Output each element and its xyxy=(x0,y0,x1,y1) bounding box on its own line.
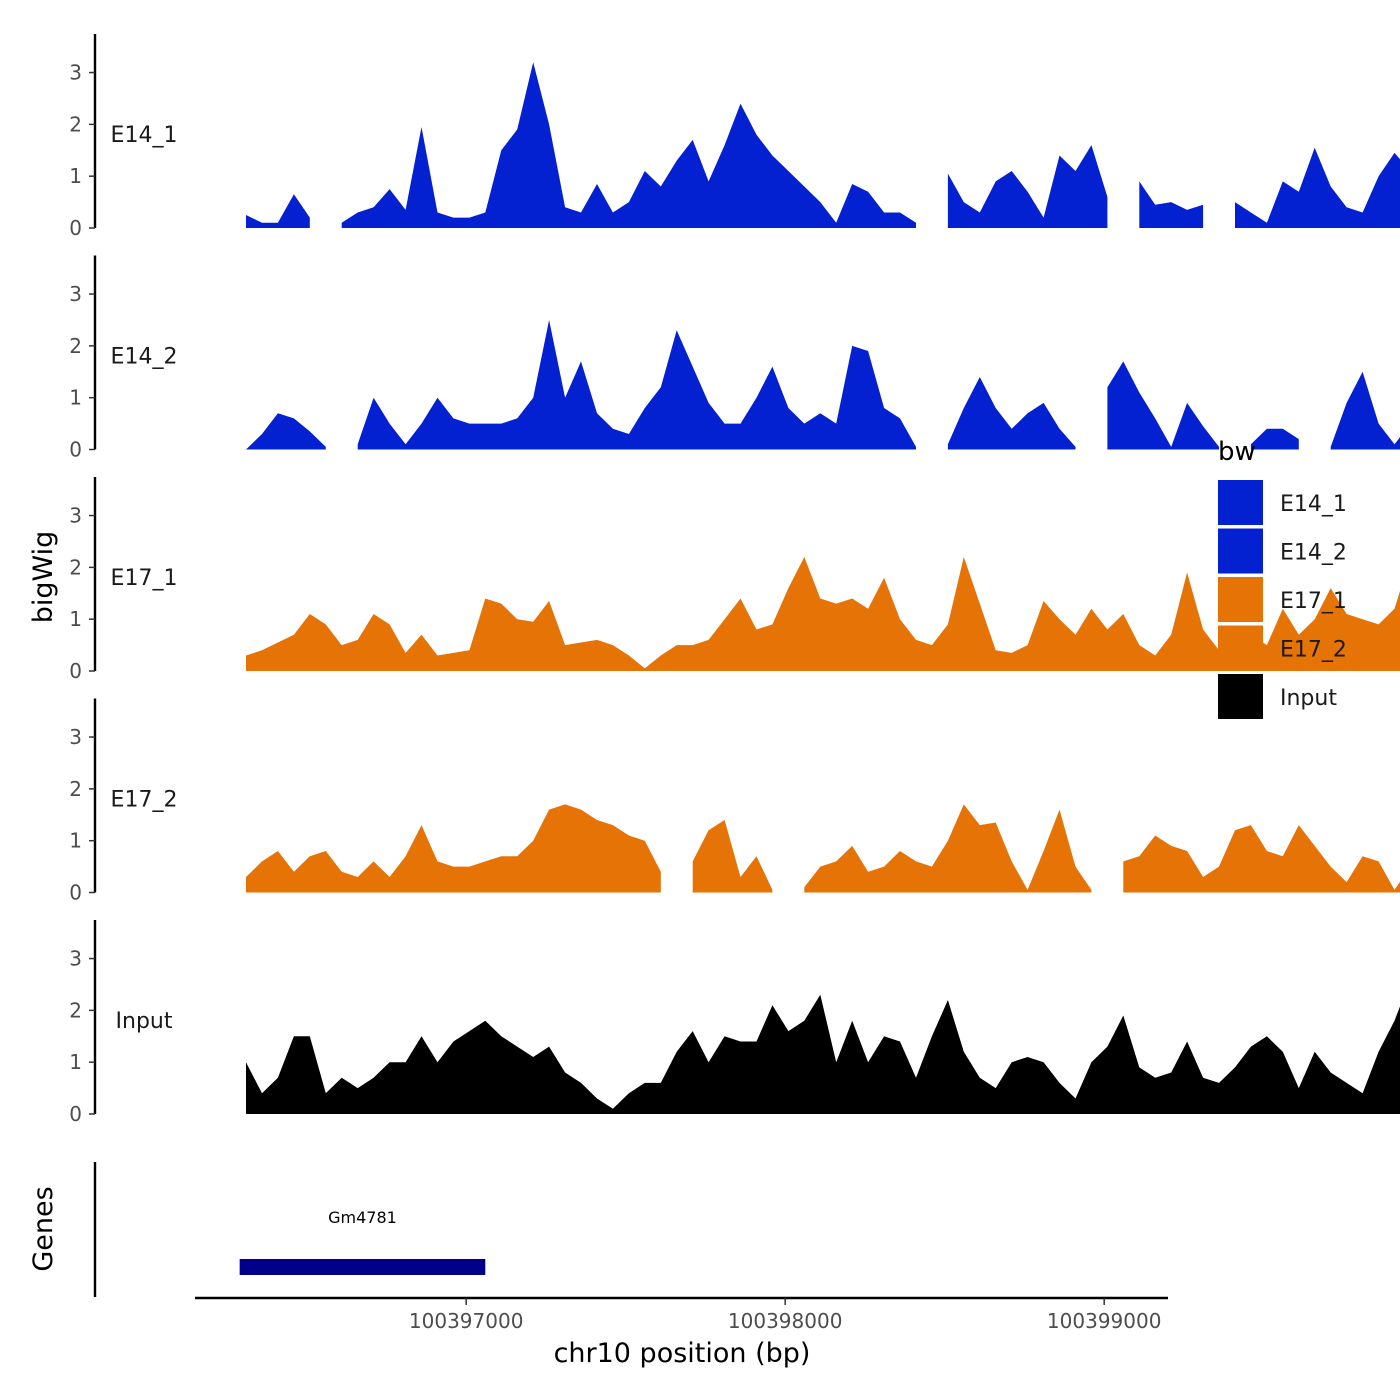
track-label: E14_2 xyxy=(111,345,178,370)
legend-label: E14_1 xyxy=(1280,492,1347,517)
area-E14_2 xyxy=(1330,371,1400,450)
legend-item: E17_2 xyxy=(1218,625,1347,671)
y-tick-label: 0 xyxy=(69,881,82,905)
x-tick-label: 100397000 xyxy=(409,1309,524,1333)
area-E14_2 xyxy=(357,320,916,450)
x-axis-title: chr10 position (bp) xyxy=(554,1338,811,1369)
track-label: E17_2 xyxy=(111,788,178,813)
area-E17_2 xyxy=(804,804,1092,893)
legend-title: bw xyxy=(1218,437,1256,467)
area-E14_2 xyxy=(1250,428,1299,450)
legend-swatch xyxy=(1218,625,1263,671)
y-axis-title: bigWig xyxy=(28,531,59,624)
area-E14_2 xyxy=(947,377,1076,450)
area-E14_2 xyxy=(246,413,326,450)
y-tick-label: 1 xyxy=(69,1050,82,1074)
area-E14_1 xyxy=(246,194,310,228)
track-E14_1: 0 1 2 3 E14_1 xyxy=(69,34,1400,240)
y-tick-label: 0 xyxy=(69,1102,82,1126)
y-tick-label: 2 xyxy=(69,112,82,136)
y-tick-label: 3 xyxy=(69,725,82,749)
legend-item: Input xyxy=(1218,674,1337,719)
area-Input xyxy=(246,994,1400,1114)
legend-label: E17_2 xyxy=(1280,638,1347,663)
track-label: E17_1 xyxy=(111,566,178,591)
area-E17_1 xyxy=(246,557,1400,671)
y-tick-label: 2 xyxy=(69,998,82,1022)
y-tick-label: 0 xyxy=(69,216,82,240)
y-tick-label: 2 xyxy=(69,777,82,801)
gene-label: Gm4781 xyxy=(328,1208,397,1227)
legend: bw E14_1 E14_2 E17_1 E17_2 Input xyxy=(1218,437,1347,719)
y-tick-label: 1 xyxy=(69,607,82,631)
y-tick-label: 1 xyxy=(69,386,82,410)
track-label: Input xyxy=(116,1009,173,1034)
track-label: E14_1 xyxy=(111,123,178,148)
y-tick-label: 0 xyxy=(69,659,82,683)
area-E14_2 xyxy=(1107,361,1219,450)
track-E17_1: 0 1 2 3 E17_1 xyxy=(69,477,1400,683)
y-tick-label: 2 xyxy=(69,334,82,358)
legend-item: E17_1 xyxy=(1218,577,1347,622)
area-E17_2 xyxy=(246,804,661,893)
legend-swatch xyxy=(1218,674,1263,719)
y-tick-label: 1 xyxy=(69,164,82,188)
area-E14_1 xyxy=(947,145,1108,228)
legend-swatch xyxy=(1218,528,1263,574)
track-panels: 0 1 2 3 E14_1 0 1 2 3 E14_2 0 1 2 3 E17_1 0 1 2 3 E17_2 0 1 2 3… xyxy=(69,34,1400,1126)
area-E14_1 xyxy=(1235,147,1400,228)
legend-item: E14_2 xyxy=(1218,528,1347,574)
area-E17_2 xyxy=(1123,825,1400,893)
y-tick-label: 0 xyxy=(69,438,82,462)
track-E14_2: 0 1 2 3 E14_2 xyxy=(69,255,1400,462)
y-tick-label: 1 xyxy=(69,829,82,853)
genes-axis-title: Genes xyxy=(28,1186,59,1271)
track-Input: 0 1 2 3 Input xyxy=(69,920,1400,1126)
legend-swatch xyxy=(1218,480,1263,525)
area-E14_1 xyxy=(341,62,916,229)
y-tick-label: 2 xyxy=(69,555,82,579)
y-tick-label: 3 xyxy=(69,504,82,528)
legend-label: E14_2 xyxy=(1280,541,1347,566)
area-E17_2 xyxy=(692,820,773,893)
legend-item: E14_1 xyxy=(1218,480,1347,525)
area-E14_1 xyxy=(1139,181,1204,228)
legend-label: E17_1 xyxy=(1280,589,1347,614)
y-tick-label: 3 xyxy=(69,282,82,306)
legend-swatch xyxy=(1218,577,1263,622)
x-tick-label: 100398000 xyxy=(728,1309,843,1333)
y-tick-label: 3 xyxy=(69,61,82,85)
genes-panel: Gm4781 xyxy=(93,1162,486,1297)
legend-label: Input xyxy=(1280,686,1337,711)
gene-body xyxy=(239,1259,486,1275)
y-tick-label: 3 xyxy=(69,947,82,971)
x-axis: 100397000 100398000 100399000 xyxy=(195,1296,1168,1333)
track-E17_2: 0 1 2 3 E17_2 xyxy=(69,698,1400,905)
x-tick-label: 100399000 xyxy=(1047,1309,1162,1333)
